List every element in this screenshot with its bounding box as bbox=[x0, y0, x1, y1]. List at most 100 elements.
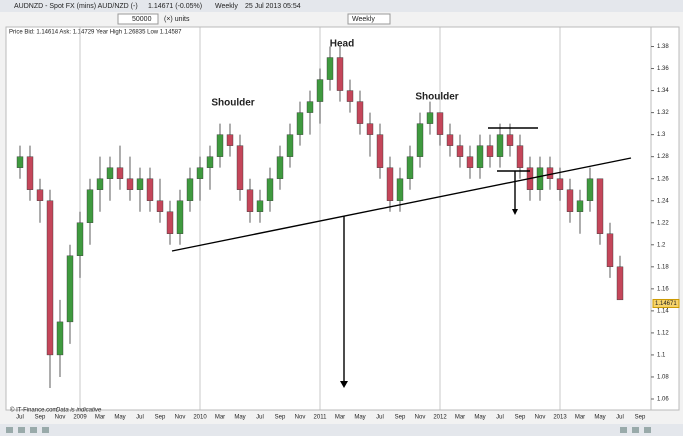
x-tick-label: Mar bbox=[455, 415, 465, 421]
candle-body bbox=[26, 156, 34, 190]
price-axis bbox=[650, 26, 680, 411]
candle-body bbox=[356, 101, 364, 124]
candle-body bbox=[596, 178, 604, 234]
candle-body bbox=[566, 189, 574, 212]
info: Price Bid: 1.14614 Ask: 1.14729 Year Hig… bbox=[9, 30, 182, 36]
candle-body bbox=[66, 255, 74, 323]
y-tick-label: 1.08 bbox=[657, 375, 669, 381]
neckline bbox=[171, 157, 632, 252]
x-tick-label: Sep bbox=[155, 415, 166, 421]
note: Data is indicative bbox=[56, 408, 102, 414]
candle-body bbox=[196, 167, 204, 179]
candle-body bbox=[436, 112, 444, 135]
candle-body bbox=[126, 178, 134, 190]
source: © IT-Finance.com bbox=[10, 407, 57, 414]
candle-body bbox=[576, 200, 584, 212]
candle-body bbox=[16, 156, 24, 168]
y-tick-label: 1.18 bbox=[657, 264, 669, 270]
quantity: 50000 bbox=[132, 16, 152, 23]
candle-body bbox=[136, 178, 144, 190]
candle-body bbox=[166, 211, 174, 234]
candle-body bbox=[36, 189, 44, 201]
candle-body bbox=[456, 145, 464, 157]
series-layer bbox=[16, 27, 624, 410]
candle-body bbox=[386, 167, 394, 201]
annotation: Shoulder bbox=[415, 92, 458, 103]
annotation: Head bbox=[330, 39, 354, 50]
candle-body bbox=[296, 112, 304, 135]
y-tick-label: 1.3 bbox=[657, 132, 666, 138]
x-tick-label: Mar bbox=[575, 415, 585, 421]
y-tick-label: 1.1 bbox=[657, 353, 666, 359]
x-tick-label: 2011 bbox=[314, 415, 328, 421]
units: (×) units bbox=[164, 16, 190, 23]
candle-body bbox=[286, 134, 294, 157]
candle-body bbox=[556, 178, 564, 190]
interval: Weekly bbox=[352, 16, 375, 23]
tool-icon[interactable] bbox=[620, 427, 627, 433]
candle-body bbox=[46, 200, 54, 356]
candle-body bbox=[376, 134, 384, 168]
candle-body bbox=[546, 167, 554, 179]
x-tick-label: Mar bbox=[95, 415, 105, 421]
candle-body bbox=[406, 156, 414, 179]
candle-body bbox=[486, 145, 494, 157]
x-tick-label: May bbox=[114, 415, 125, 421]
x-tick-label: Sep bbox=[35, 415, 46, 421]
x-tick-label: Nov bbox=[295, 415, 306, 421]
tool-icon[interactable] bbox=[42, 427, 49, 433]
last-price-box bbox=[652, 298, 680, 308]
y-tick-label: 1.26 bbox=[657, 176, 669, 182]
x-tick-label: 2009 bbox=[73, 415, 87, 421]
tool-icon[interactable] bbox=[30, 427, 37, 433]
y-tick-label: 1.24 bbox=[657, 198, 669, 204]
y-tick-label: 1.28 bbox=[657, 154, 669, 160]
x-tick-label: Nov bbox=[535, 415, 546, 421]
timestamp: 25 Jul 2013 05:54 bbox=[245, 3, 301, 10]
candle-body bbox=[426, 112, 434, 124]
tool-icon[interactable] bbox=[18, 427, 25, 433]
tool-icon[interactable] bbox=[632, 427, 639, 433]
x-tick-label: 2013 bbox=[553, 415, 567, 421]
y-tick-label: 1.16 bbox=[657, 286, 669, 292]
candle-body bbox=[496, 134, 504, 157]
y-tick-label: 1.22 bbox=[657, 220, 669, 226]
x-tick-label: Sep bbox=[635, 415, 646, 421]
x-tick-label: Jul bbox=[256, 415, 264, 421]
candle-body bbox=[236, 145, 244, 190]
annotation: Shoulder bbox=[211, 98, 254, 109]
tool-icon[interactable] bbox=[6, 427, 13, 433]
x-tick-label: May bbox=[234, 415, 245, 421]
x-tick-label: Jul bbox=[376, 415, 384, 421]
period: Weekly bbox=[215, 3, 238, 10]
candle-body bbox=[326, 57, 334, 80]
x-tick-label: Sep bbox=[395, 415, 406, 421]
candle-body bbox=[606, 233, 614, 268]
candle-body bbox=[346, 90, 354, 102]
x-tick-label: Jul bbox=[496, 415, 504, 421]
y-tick-label: 1.06 bbox=[657, 397, 669, 403]
last-price-label: 1.14671 bbox=[655, 301, 677, 307]
candle-body bbox=[586, 178, 594, 201]
candle-body bbox=[226, 134, 234, 146]
y-tick-label: 1.36 bbox=[657, 66, 669, 72]
candle-body bbox=[96, 178, 104, 190]
candle-body bbox=[86, 189, 94, 223]
candle-body bbox=[396, 178, 404, 201]
candle-body bbox=[446, 134, 454, 146]
symbol: AUDNZD - Spot FX (mins) AUD/NZD (-) bbox=[14, 3, 138, 10]
candle-body bbox=[506, 134, 514, 146]
candle-body bbox=[316, 79, 324, 102]
y-tick-label: 1.34 bbox=[657, 88, 669, 94]
y-tick-label: 1.38 bbox=[657, 44, 669, 50]
candle-body bbox=[306, 101, 314, 113]
quantity-box[interactable] bbox=[117, 13, 159, 25]
tool-icon[interactable] bbox=[644, 427, 651, 433]
interval-box[interactable] bbox=[347, 13, 391, 25]
candle-body bbox=[536, 167, 544, 190]
plot-area bbox=[5, 26, 652, 411]
candle-body bbox=[246, 189, 254, 212]
x-tick-label: Jul bbox=[136, 415, 144, 421]
candle-body bbox=[216, 134, 224, 157]
